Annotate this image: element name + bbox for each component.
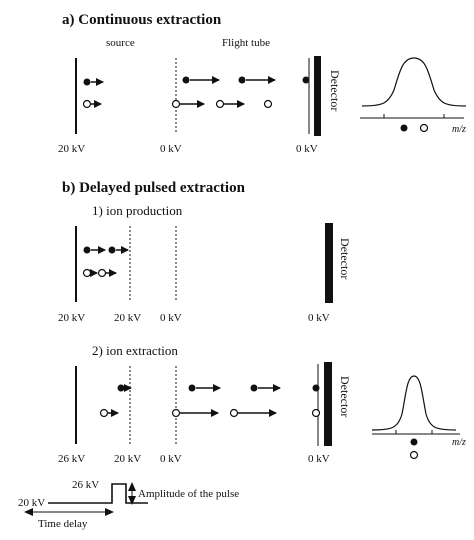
voltage-a-detector: 0 kV: [296, 143, 318, 155]
voltage-a-source: 20 kV: [58, 143, 85, 155]
pulse-low-label: 20 kV: [18, 497, 45, 509]
flight-tube-label: Flight tube: [222, 37, 270, 49]
section-b-title: b) Delayed pulsed extraction: [62, 180, 246, 196]
mz-label-b: m/z: [452, 437, 466, 448]
hollow-ion-row-b1: [82, 268, 117, 278]
voltage-b1-detector: 0 kV: [308, 312, 330, 324]
detector-label-b1: Detector: [338, 238, 352, 279]
voltage-b1-source: 20 kV: [58, 312, 85, 324]
source-label: source: [106, 37, 135, 49]
detector-label-a: Detector: [328, 70, 342, 111]
pulse-high-label: 26 kV: [72, 479, 99, 491]
amplitude-label: Amplitude of the pulse: [138, 488, 239, 500]
mz-label-a: m/z: [452, 124, 466, 135]
filled-ion-row-a: [83, 76, 310, 86]
spectrum-broad-peak: [360, 57, 467, 133]
section-a-title: a) Continuous extraction: [62, 12, 222, 28]
voltage-b2-detector: 0 kV: [308, 453, 330, 465]
detector-plate-b1: [325, 223, 333, 303]
voltage-b1-extraction: 20 kV: [114, 312, 141, 324]
filled-ion-row-b1: [83, 246, 129, 254]
voltage-b2-ground: 0 kV: [160, 453, 182, 465]
step2-title: 2) ion extraction: [92, 343, 178, 358]
voltage-b2-extraction: 20 kV: [114, 453, 141, 465]
step1-title: 1) ion production: [92, 203, 183, 218]
spectrum-narrow-peak: [371, 375, 460, 460]
voltage-b1-ground: 0 kV: [160, 312, 182, 324]
filled-ion-row-b2: [117, 384, 320, 392]
voltage-a-grid: 0 kV: [160, 143, 182, 155]
detector-plate-b2: [324, 362, 332, 446]
hollow-ion-row-a: [82, 99, 273, 109]
voltage-b2-source: 26 kV: [58, 453, 85, 465]
detector-label-b2: Detector: [338, 376, 352, 417]
detector-plate-a: [314, 56, 321, 136]
time-delay-label: Time delay: [38, 518, 88, 530]
hollow-ion-row-b2: [99, 408, 321, 418]
